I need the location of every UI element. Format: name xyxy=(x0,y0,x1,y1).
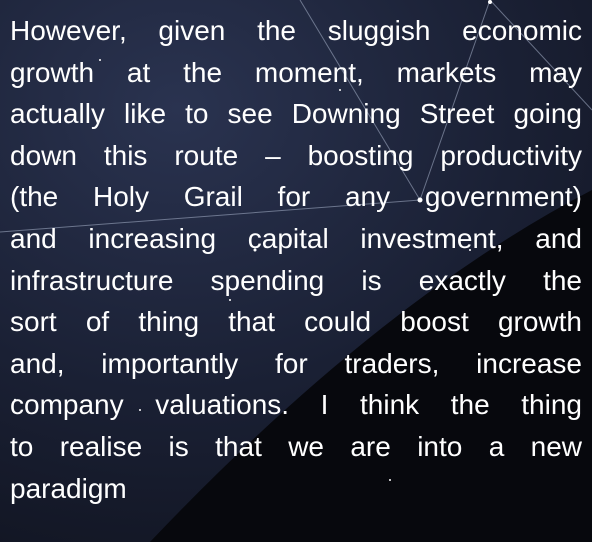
text-line: paradigm xyxy=(10,472,127,504)
text-line: However, given the sluggish economic xyxy=(10,15,582,46)
text-line: sort of thing that could boost growth xyxy=(10,306,582,338)
text-line: growth at the moment, markets may xyxy=(10,56,582,88)
text-line: down this route – boosting productivity xyxy=(10,139,582,171)
text-line: actually like to see Downing Street goin… xyxy=(10,98,582,130)
text-line: (the Holy Grail for any government) xyxy=(10,181,582,213)
text-line: infrastructure spending is exactly the xyxy=(10,264,582,296)
text-line: and increasing capital investment, and xyxy=(10,222,582,254)
text-line: and, importantly for traders, increase xyxy=(10,347,582,379)
text-line: to realise is that we are into a new xyxy=(10,430,582,462)
constellation-lines xyxy=(0,0,592,233)
stars xyxy=(13,0,532,481)
text-line: company valuations. I think the thing xyxy=(10,389,582,421)
planet-shadow xyxy=(150,190,592,542)
paragraph: However, given the sluggish economic grow… xyxy=(10,10,582,509)
